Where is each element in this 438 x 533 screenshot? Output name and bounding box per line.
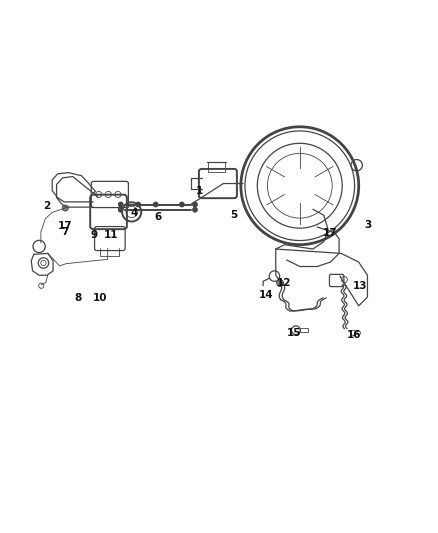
Text: 4: 4 — [130, 208, 138, 218]
Text: 9: 9 — [90, 230, 97, 240]
Text: 15: 15 — [287, 328, 301, 338]
Circle shape — [193, 203, 197, 207]
Text: 16: 16 — [347, 330, 362, 341]
Bar — [208, 162, 225, 172]
Text: 6: 6 — [154, 212, 162, 222]
Text: 1: 1 — [196, 187, 203, 196]
Text: 10: 10 — [93, 293, 107, 303]
Text: 11: 11 — [103, 230, 118, 240]
Circle shape — [136, 203, 141, 207]
Text: 13: 13 — [352, 281, 367, 290]
Circle shape — [119, 207, 123, 212]
Text: 12: 12 — [276, 278, 291, 288]
Text: 3: 3 — [364, 220, 371, 230]
Text: 5: 5 — [231, 210, 238, 220]
Text: 14: 14 — [259, 290, 273, 300]
Text: 17: 17 — [323, 228, 338, 238]
Text: 17: 17 — [58, 221, 73, 231]
Circle shape — [193, 207, 197, 212]
Circle shape — [180, 203, 184, 207]
Circle shape — [153, 203, 158, 207]
Text: 8: 8 — [75, 293, 82, 303]
Circle shape — [277, 280, 284, 287]
Circle shape — [62, 205, 68, 211]
Circle shape — [119, 203, 123, 207]
Bar — [300, 328, 308, 333]
Text: 2: 2 — [43, 201, 50, 211]
Text: 7: 7 — [62, 228, 69, 237]
